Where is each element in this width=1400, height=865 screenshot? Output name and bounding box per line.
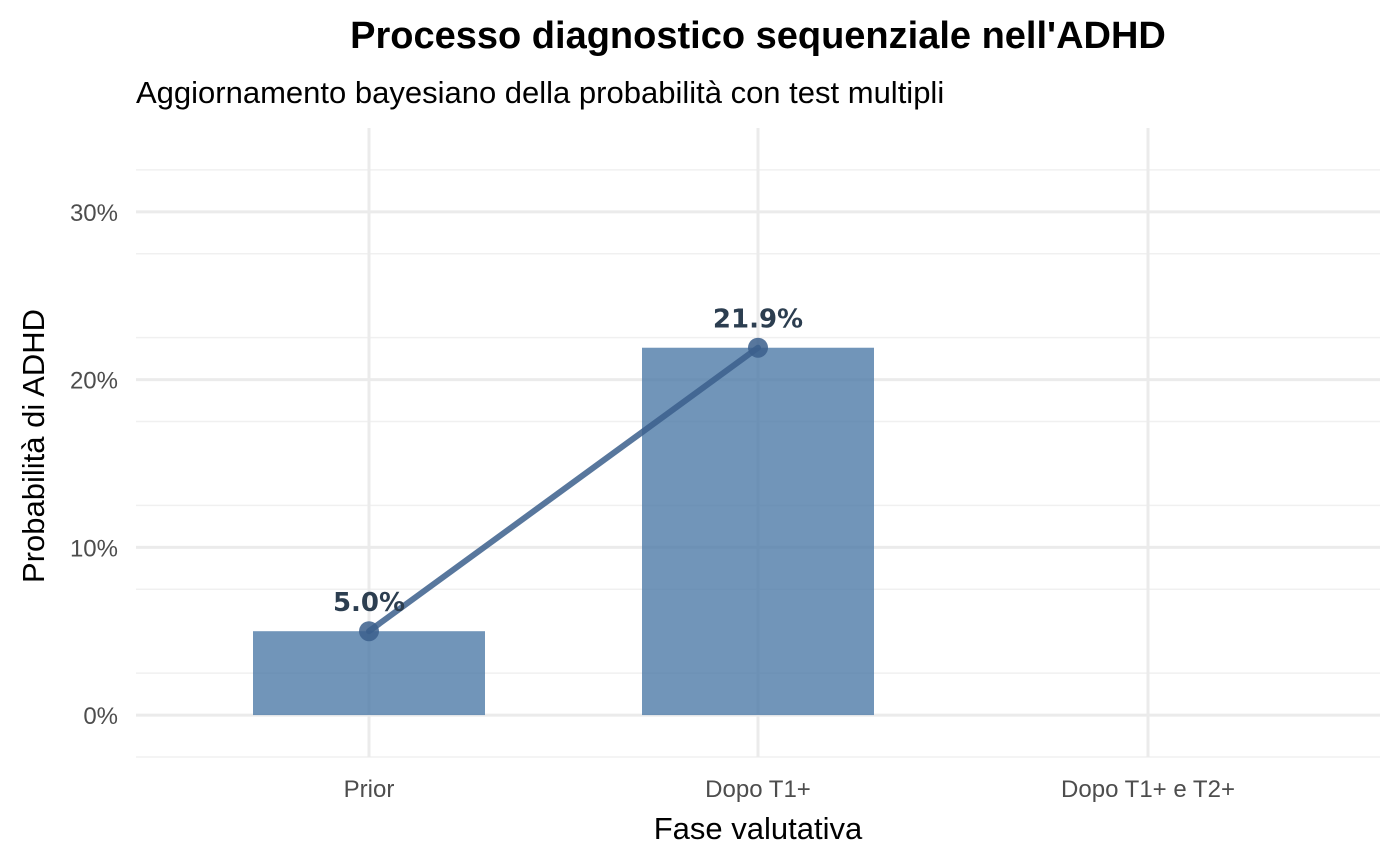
data-labels: 5.0% 21.9% <box>333 305 803 618</box>
x-tick-label: Prior <box>344 776 395 803</box>
x-tick-label: Dopo T1+ e T2+ <box>1061 776 1235 803</box>
y-tick-label: 10% <box>70 535 118 562</box>
y-tick-label: 20% <box>70 368 118 395</box>
axes: 0% 10% 20% 30% Prior Dopo T1+ Dopo T1+ e T2+ <box>70 200 1235 803</box>
y-tick-label: 0% <box>83 703 118 730</box>
bar <box>642 347 874 716</box>
data-label: 5.0% <box>333 588 405 618</box>
bars <box>253 347 874 716</box>
bar <box>253 631 485 716</box>
data-point <box>359 621 379 642</box>
y-axis-title: Probabilità di ADHD <box>16 309 51 583</box>
trend-line <box>359 337 768 642</box>
chart-subtitle: Aggiornamento bayesiano della probabilit… <box>136 75 944 110</box>
data-point <box>748 337 768 358</box>
y-tick-label: 30% <box>70 200 118 227</box>
trend-line-path <box>366 344 761 635</box>
data-label: 21.9% <box>713 305 803 335</box>
x-axis-title: Fase valutativa <box>654 811 863 846</box>
chart-title: Processo diagnostico sequenziale nell'AD… <box>350 15 1166 57</box>
x-tick-label: Dopo T1+ <box>705 776 811 803</box>
